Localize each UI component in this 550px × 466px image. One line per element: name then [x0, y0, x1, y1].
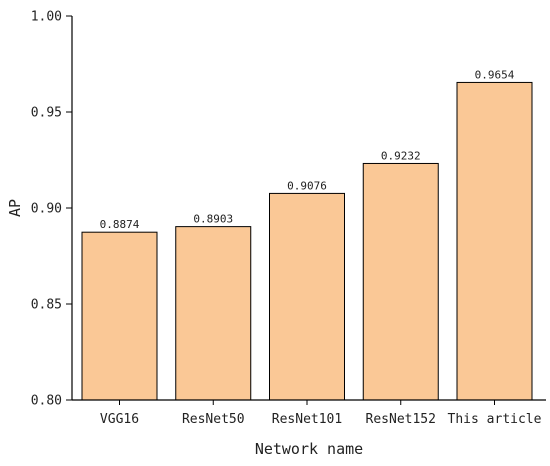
y-tick-label: 0.80	[31, 394, 62, 409]
x-tick-label: This article	[448, 412, 542, 427]
x-axis-title: Network name	[255, 440, 363, 458]
y-axis-title: AP	[6, 199, 24, 217]
x-tick-label: ResNet152	[366, 412, 436, 427]
y-tick-label: 0.95	[31, 106, 62, 121]
bar	[456, 81, 533, 401]
bar-value-label: 0.8903	[193, 213, 233, 226]
x-tick-label: ResNet50	[182, 412, 245, 427]
bars-group	[81, 81, 533, 401]
bar	[175, 226, 252, 401]
y-tick-label: 1.00	[31, 10, 62, 25]
y-tick-label: 0.85	[31, 298, 62, 313]
x-axis-ticks: VGG16 ResNet50 ResNet101 ResNet152 This arti…	[100, 400, 542, 427]
bar	[269, 192, 345, 401]
bar-value-label: 0.9076	[287, 179, 327, 192]
y-tick-label: 0.90	[31, 202, 62, 217]
bar	[362, 162, 439, 401]
bar-value-label: 0.9232	[381, 149, 421, 162]
x-tick-label: ResNet101	[272, 412, 342, 427]
bar	[81, 231, 158, 401]
y-axis-ticks: 0.80 0.85 0.90 0.95 1.00	[31, 10, 72, 409]
bar-value-labels: 0.8874 0.8903 0.9076 0.9232 0.9654	[100, 68, 515, 231]
bar-value-label: 0.9654	[475, 68, 515, 81]
bar-value-label: 0.8874	[100, 218, 140, 231]
x-tick-label: VGG16	[100, 412, 139, 427]
